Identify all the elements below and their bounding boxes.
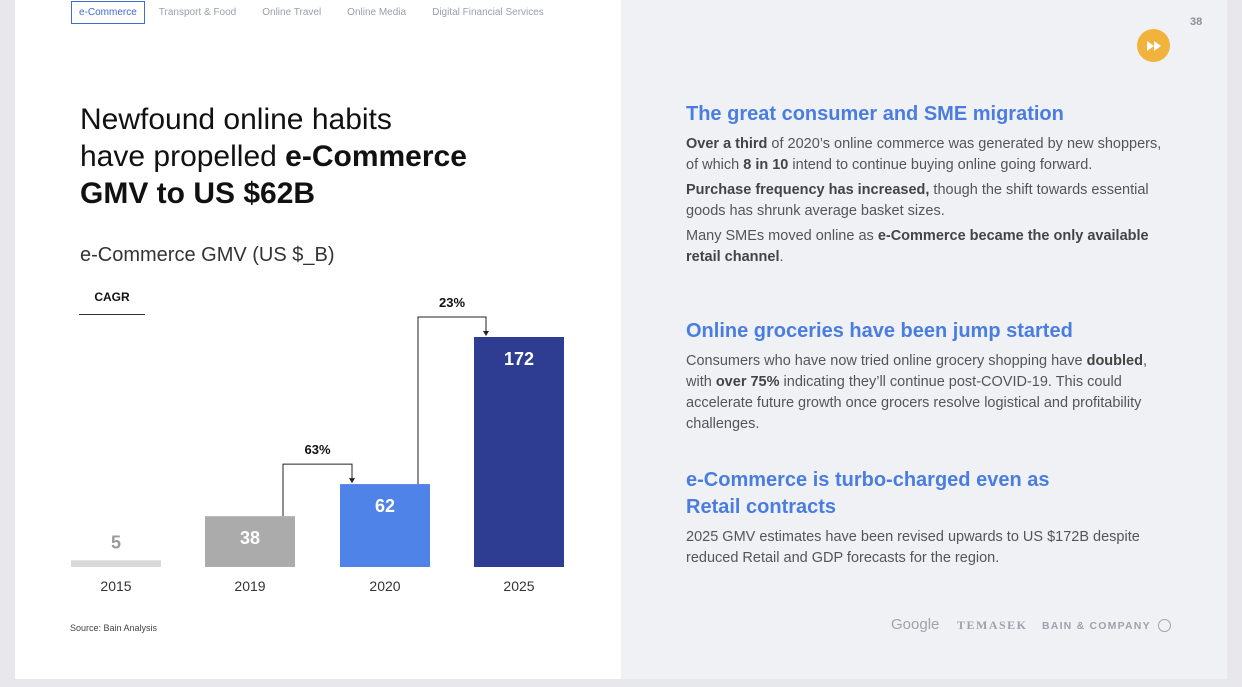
bar-2015 <box>71 560 161 567</box>
bain-logo-text: BAIN & COMPANY <box>1042 620 1151 632</box>
heading-line-1: e-Commerce is turbo-charged even as <box>686 469 1050 491</box>
para-bold: Over a third <box>686 136 768 152</box>
title-line-3: GMV to US $62B <box>80 175 550 212</box>
section-paragraph: 2025 GMV estimates have been revised upw… <box>686 529 1140 566</box>
tick-label-2025: 2025 <box>503 578 534 594</box>
bain-logo: BAIN & COMPANY <box>1042 619 1171 632</box>
heading-line-2: Retail contracts <box>686 496 837 518</box>
bain-clock-icon <box>1157 619 1171 632</box>
para-bold: e-Commerce became the only available ret… <box>686 228 1149 265</box>
tick-label-2020: 2020 <box>369 578 400 594</box>
section-turbo-charged: e-Commerce is turbo-charged even as Retai… <box>686 467 1166 573</box>
tab-online-media[interactable]: Online Media <box>347 6 407 18</box>
tab-e-commerce[interactable]: e-Commerce <box>71 0 145 24</box>
para-text: Consumers who have now tried online groc… <box>686 353 1087 369</box>
tick-label-2019: 2019 <box>234 578 265 594</box>
title-line-1: Newfound online habits <box>80 103 392 136</box>
data-label-2025: 172 <box>504 349 534 369</box>
bar-2020 <box>340 484 430 567</box>
fast-forward-icon <box>1146 40 1161 51</box>
para-bold: 8 in 10 <box>743 157 789 173</box>
slide: e-Commerce Transport & Food Online Trave… <box>15 0 1227 679</box>
section-heading: e-Commerce is turbo-charged even as Retai… <box>686 467 1166 521</box>
section-heading: Online groceries have been jump started <box>686 320 1073 342</box>
cagr-arrow-1 <box>483 331 489 336</box>
section-paragraph: Purchase frequency has increased, though… <box>686 180 1166 222</box>
source-note: Source: Bain Analysis <box>70 623 158 633</box>
data-label-2020: 62 <box>375 496 395 516</box>
para-text: of 2020’s online commerce was generated … <box>686 136 1162 173</box>
right-panel <box>621 0 1227 679</box>
para-bold: over 75% <box>715 374 780 390</box>
section-paragraph: Consumers who have now tried online groc… <box>686 351 1166 435</box>
para-bold: Purchase frequency has increased, <box>686 182 930 198</box>
tab-digital-financial-services[interactable]: Digital Financial Services <box>432 6 544 18</box>
section-online-groceries: Online groceries have been jump started … <box>686 318 1166 439</box>
para-text: intend to continue buying online going f… <box>788 157 1093 173</box>
page-number: 38 <box>1190 16 1203 28</box>
section-consumer-migration: The great consumer and SME migration Ove… <box>686 101 1166 272</box>
cagr-arrow-0 <box>349 478 355 484</box>
cagr-connector-1 <box>417 316 487 485</box>
title-line-3-bold: GMV to US $62B <box>80 177 316 210</box>
tick-label-2015: 2015 <box>100 578 131 594</box>
title-line-2-bold: e-Commerce <box>285 140 467 173</box>
section-paragraph: Over a third of 2020’s online commerce w… <box>686 134 1166 176</box>
gmv-bar-chart: 5 2015 38 2019 62 2020 172 2025 63% 23% <box>71 295 564 594</box>
fast-forward-button[interactable] <box>1137 29 1170 62</box>
cagr-connector-0 <box>282 463 353 517</box>
data-label-2015: 5 <box>111 532 121 552</box>
tab-online-travel[interactable]: Online Travel <box>262 6 322 18</box>
google-logo: Google <box>891 616 940 633</box>
tab-transport-food[interactable]: Transport & Food <box>158 6 237 18</box>
cagr-value-1: 23% <box>439 295 465 310</box>
section-tabs: e-Commerce Transport & Food Online Trave… <box>71 0 570 24</box>
para-text: indicating they’ll continue post-COVID-1… <box>686 374 1142 432</box>
cagr-value-0: 63% <box>304 442 330 457</box>
para-bold: doubled <box>1086 353 1143 369</box>
bar-2025 <box>474 337 564 567</box>
data-label-2019: 38 <box>240 528 260 548</box>
title-line-2: have propelled e-Commerce <box>80 138 550 175</box>
temasek-logo: TEMASEK <box>957 618 1028 632</box>
para-text: Many SMEs moved online as <box>686 228 878 244</box>
page-title: Newfound online habits have propelled e-… <box>80 101 550 212</box>
bar-2019 <box>205 516 295 567</box>
para-text: . <box>779 249 784 265</box>
title-line-2-text: have propelled <box>80 140 286 173</box>
section-heading: The great consumer and SME migration <box>686 103 1064 125</box>
para-text: , with <box>686 353 1148 390</box>
section-paragraph: Many SMEs moved online as e-Commerce bec… <box>686 226 1166 268</box>
cagr-label: CAGR <box>79 290 145 315</box>
chart-title: e-Commerce GMV (US $_B) <box>80 244 335 266</box>
para-text: though the shift towards essential goods… <box>686 182 1149 219</box>
